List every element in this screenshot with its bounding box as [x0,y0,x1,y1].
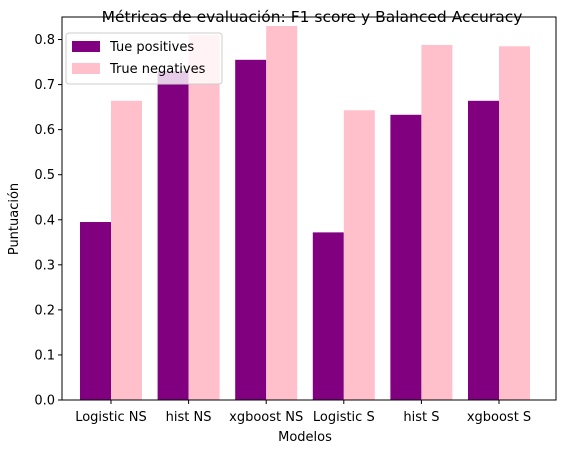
bar-true-positives-0 [80,222,111,400]
y-axis: 0.0 0.1 0.2 0.3 0.4 0.5 0.6 0.7 0.8 [34,33,62,409]
bar-true-positives-5 [468,100,499,400]
bar-true-negatives-5 [499,46,530,400]
x-tick-label: xgboost S [467,410,531,425]
y-tick-label: 0.4 [34,213,55,228]
bar-true-negatives-1 [188,35,220,401]
y-tick-label: 0.6 [34,123,55,138]
x-tick-label: Logistic S [313,410,375,425]
legend-swatch [72,41,100,52]
y-tick-label: 0.0 [34,394,55,409]
bar-true-negatives-4 [421,44,453,400]
legend-box [65,32,223,85]
y-axis-title: Puntuación [7,183,22,255]
x-tick-label: hist S [403,410,439,425]
y-tick-label: 0.3 [34,258,55,273]
bar-true-positives-4 [390,114,422,400]
bar-true-negatives-3 [343,110,375,401]
bar-true-negatives-2 [266,26,298,400]
plot-frame [61,16,557,401]
x-tick-label: xgboost NS [229,410,303,425]
bar-true-positives-1 [157,71,189,400]
bar-true-negatives-0 [111,100,142,400]
legend-swatch [72,63,100,74]
bars-group [80,26,530,401]
y-tick-label: 0.2 [34,303,55,318]
y-tick-label: 0.8 [34,33,55,48]
bar-true-positives-2 [235,59,267,401]
x-tick-label: Logistic NS [75,410,147,425]
y-tick-label: 0.7 [34,78,55,93]
legend-label: True negatives [109,62,206,77]
x-axis-title: Modelos [278,430,332,445]
x-tick-label: hist NS [166,410,212,425]
y-tick-label: 0.1 [34,348,55,363]
y-tick-label: 0.5 [34,168,55,183]
legend: Tue positives True negatives [65,32,223,85]
legend-label: Tue positives [109,40,194,55]
x-axis: Logistic NS hist NS xgboost NS Logistic S hi… [75,400,531,425]
bar-true-positives-3 [312,232,344,400]
